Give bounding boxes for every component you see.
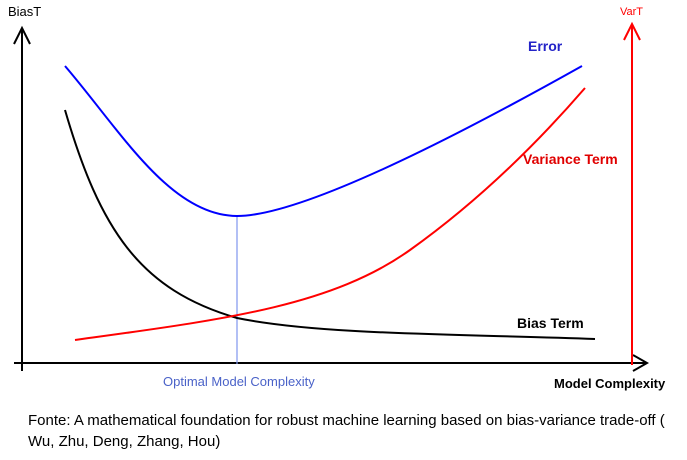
bias-term-label: Bias Term — [517, 315, 584, 331]
x-axis-label: Model Complexity — [554, 376, 666, 391]
error-curve — [64, 65, 583, 218]
left-y-axis-arrowhead — [13, 25, 31, 45]
source-caption: Fonte: A mathematical foundation for rob… — [28, 412, 665, 450]
variance-term-curve — [74, 87, 586, 341]
x-axis-arrowhead — [632, 354, 650, 372]
bias-variance-diagram — [13, 21, 650, 372]
bias-term-curve — [64, 109, 596, 340]
left-axis-label: BiasT — [8, 4, 42, 19]
right-axis-label: VarT — [620, 6, 644, 18]
right-y-axis-arrowhead — [623, 21, 641, 41]
error-label: Error — [528, 38, 563, 54]
optimal-complexity-label: Optimal Model Complexity — [163, 374, 315, 389]
variance-term-label: Variance Term — [523, 151, 618, 167]
